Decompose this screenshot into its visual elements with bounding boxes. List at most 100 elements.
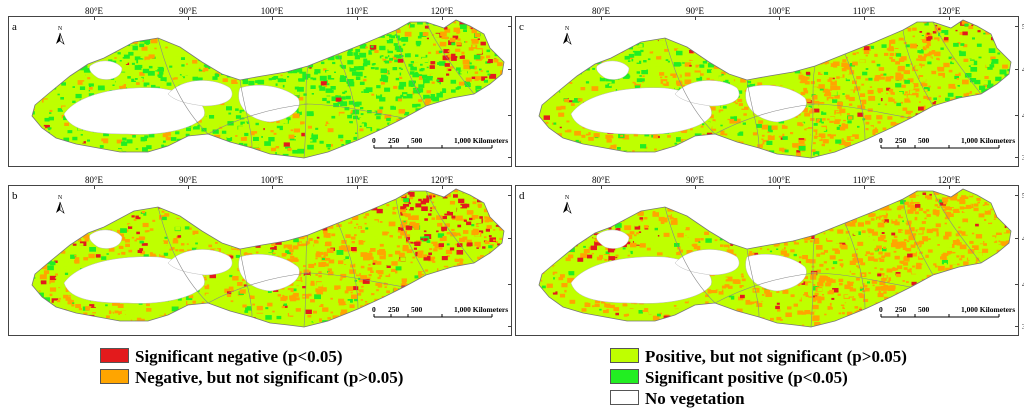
map-b-no-vegetation-area [63, 256, 205, 304]
map-c-province-boundary [902, 29, 934, 107]
map-b-lon-label: 80°E [85, 175, 104, 185]
map-d-svg: 80°E 90°E 100°E 110°E 120°E 50°N 45°N 40°N 35°N d… [515, 175, 1024, 336]
map-a-province-boundary [337, 53, 359, 141]
map-a-province-boundary [157, 37, 209, 135]
svg-text:N: N [565, 26, 570, 32]
map-c-province-boundary [810, 103, 912, 119]
map-c-no-vegetation-area [570, 87, 712, 135]
map-b-province-boundary [239, 248, 253, 318]
legend-label-positive: Positive, but not significant (p>0.05) [645, 347, 907, 366]
legend-swatch-significant-negative [100, 348, 129, 363]
map-a-no-vegetation-area [238, 85, 300, 123]
map-c-province-boundary [932, 21, 982, 95]
legend-label-no-vegetation: No vegetation [645, 389, 745, 408]
map-b-province-boundary [395, 198, 427, 276]
map-a-scale-label: 500 [411, 136, 423, 145]
map-d-no-vegetation-area [596, 229, 630, 249]
map-b-province-boundary [207, 272, 309, 304]
map-c-province-boundary [810, 65, 816, 158]
map-c-outline [538, 19, 1012, 159]
map-b-no-vegetation-area [89, 229, 123, 249]
map-d-province-boundary [932, 190, 982, 264]
map-a-scale-bar: 0 250 500 1,000 Kilometers [372, 136, 508, 149]
map-b-no-vegetation-area [238, 254, 300, 292]
map-b-panel-letter: b [12, 190, 18, 202]
legend-item-positive: Positive, but not significant (p>0.05) [610, 346, 907, 367]
map-b-scale-label: 1,000 Kilometers [454, 305, 508, 314]
map-d-lon-label: 100°E [768, 175, 791, 185]
legend-right: Positive, but not significant (p>0.05) S… [610, 346, 907, 409]
map-d-province-boundary [844, 222, 866, 310]
map-a-lon-label: 90°E [179, 6, 198, 16]
map-a-scale-label: 1,000 Kilometers [454, 136, 508, 145]
map-d-scale-label: 250 [895, 305, 907, 314]
map-b-lon-label: 100°E [261, 175, 284, 185]
map-panel-d: 80°E 90°E 100°E 110°E 120°E 50°N 45°N 40°N 35°N d… [515, 175, 1024, 337]
map-a-lon-label: 80°E [85, 6, 104, 16]
legend-item-negative: Negative, but not significant (p>0.05) [100, 367, 403, 388]
map-d-lat-label: 45°N [1022, 235, 1024, 243]
legend-label-significant-negative: Significant negative (p<0.05) [135, 347, 343, 366]
map-b-north-arrow-icon: N [56, 195, 65, 214]
map-c-lon-label: 80°E [592, 6, 611, 16]
map-b-province-boundary [425, 190, 475, 264]
map-d-province-boundary [746, 248, 760, 318]
map-c-lon-label: 100°E [768, 6, 791, 16]
map-b-scale-label: 250 [388, 305, 400, 314]
map-b-scale-label: 500 [411, 305, 423, 314]
legend-item-no-vegetation: No vegetation [610, 388, 907, 409]
map-c-lat-label: 50°N [1022, 23, 1024, 31]
map-a-north-arrow-icon: N [56, 26, 65, 45]
map-d-province-boundary [714, 272, 816, 304]
map-b-province-boundary [157, 206, 209, 304]
map-c-svg: 80°E 90°E 100°E 110°E 120°E 50°N 45°N 40°N 35°N c… [515, 6, 1024, 167]
map-panel-a: 80°E90°E100°E110°E120°E50°N45°N40°N35°Na… [8, 6, 530, 168]
map-d-scale-label: 0 [879, 305, 883, 314]
map-c-no-vegetation-area [674, 80, 740, 107]
map-b-lon-label: 90°E [179, 175, 198, 185]
map-c-province-boundary [844, 53, 866, 141]
svg-text:N: N [58, 26, 63, 32]
map-d-province-boundary [664, 206, 716, 304]
map-b-scale-label: 0 [372, 305, 376, 314]
map-a-province-boundary [303, 103, 405, 119]
map-d-province-boundary [810, 272, 912, 288]
map-d-province-boundary [902, 198, 934, 276]
map-a-no-vegetation-area [167, 80, 233, 107]
map-c-province-boundary [664, 37, 716, 135]
legend-item-significant-negative: Significant negative (p<0.05) [100, 346, 403, 367]
map-c-lon-label: 120°E [938, 6, 961, 16]
legend-item-significant-positive: Significant positive (p<0.05) [610, 367, 907, 388]
map-a-province-boundary [425, 21, 475, 95]
map-d-north-arrow-icon: N [563, 195, 572, 214]
map-c-province-boundary [714, 103, 816, 135]
map-d-scale-bar: 0 250 500 1,000 Kilometers [879, 305, 1015, 318]
map-a-province-boundary [395, 29, 427, 107]
map-b-lon-label: 120°E [431, 175, 454, 185]
map-c-scale-label: 1,000 Kilometers [961, 136, 1015, 145]
map-b-province-boundary [303, 234, 309, 327]
legend-swatch-significant-positive [610, 369, 639, 384]
map-c-scale-label: 250 [895, 136, 907, 145]
map-c-scale-label: 500 [918, 136, 930, 145]
map-d-lon-label: 80°E [592, 175, 611, 185]
map-b-outline [31, 188, 505, 328]
map-a-svg: 80°E90°E100°E110°E120°E50°N45°N40°N35°Na… [8, 6, 530, 167]
map-c-lon-label: 90°E [686, 6, 705, 16]
map-panel-b: 80°E90°E100°E110°E120°E50°N45°N40°N35°Nb… [8, 175, 530, 337]
map-c-lat-label: 35°N [1022, 154, 1024, 162]
legend-label-negative: Negative, but not significant (p>0.05) [135, 368, 404, 387]
map-a-province-boundary [207, 103, 309, 135]
map-c-lon-label: 110°E [853, 6, 876, 16]
map-a-lon-label: 120°E [431, 6, 454, 16]
map-c-lat-label: 40°N [1022, 112, 1024, 120]
map-d-province-boundary [810, 234, 816, 327]
map-c-north-arrow-icon: N [563, 26, 572, 45]
map-b-province-boundary [337, 222, 359, 310]
map-a-no-vegetation-area [89, 60, 123, 80]
map-a-scale-label: 0 [372, 136, 376, 145]
map-panel-c: 80°E 90°E 100°E 110°E 120°E 50°N 45°N 40°N 35°N c… [515, 6, 1024, 168]
map-d-lon-label: 110°E [853, 175, 876, 185]
map-c-province-boundary [746, 79, 760, 149]
map-a-no-vegetation-area [63, 87, 205, 135]
